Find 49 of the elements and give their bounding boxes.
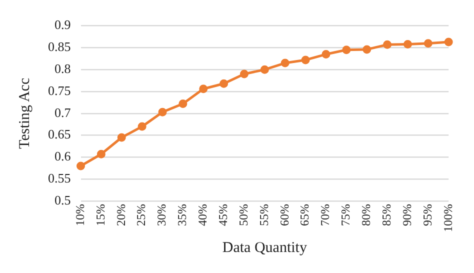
x-tick-label: 45% xyxy=(216,204,230,226)
x-tick-label: 20% xyxy=(114,204,128,226)
point xyxy=(178,100,188,108)
x-tick-label: 70% xyxy=(318,204,332,226)
point xyxy=(199,84,208,94)
y-tick-label: 0.75 xyxy=(48,82,71,98)
point xyxy=(240,70,248,78)
point xyxy=(444,38,453,46)
y-tick-label: 0.6 xyxy=(54,148,72,164)
x-tick-label: 35% xyxy=(175,204,190,226)
x-tick-label: 65% xyxy=(298,204,312,226)
point xyxy=(362,45,372,54)
point xyxy=(117,133,126,142)
point xyxy=(280,58,290,68)
x-tick-label: 100% xyxy=(440,204,455,232)
x-tick-label: 15% xyxy=(93,204,108,226)
point xyxy=(424,39,432,48)
y-axis-title: Testing Acc xyxy=(16,78,33,149)
x-tick-label: 90% xyxy=(400,204,414,226)
point xyxy=(322,50,330,59)
x-tick-label: 50% xyxy=(236,204,250,226)
x-axis-title: Data Quantity xyxy=(222,240,308,256)
point xyxy=(342,46,351,54)
x-tick-label: 80% xyxy=(359,204,374,226)
point xyxy=(76,162,85,170)
y-tick-label: 0.5 xyxy=(54,192,71,208)
y-tick-label: 0.65 xyxy=(48,126,71,142)
x-tick-label: 95% xyxy=(420,204,434,226)
point xyxy=(96,150,106,158)
point xyxy=(403,40,412,48)
y-tick-label: 0.7 xyxy=(54,104,72,120)
y-tick-label: 0.9 xyxy=(54,17,71,32)
x-tick-label: 30% xyxy=(154,204,169,226)
y-tick-label: 0.55 xyxy=(48,170,71,186)
y-tick-label: 0.85 xyxy=(48,39,71,54)
x-tick-label: 75% xyxy=(338,204,353,226)
x-tick-label: 40% xyxy=(196,204,210,226)
x-tick-label: 10% xyxy=(72,204,87,226)
point xyxy=(260,65,269,74)
x-tick-label: 85% xyxy=(379,204,394,226)
y-tick-label: 0.8 xyxy=(54,61,71,76)
x-tick-label: 60% xyxy=(277,204,292,226)
point xyxy=(383,40,392,49)
x-tick-label: 55% xyxy=(256,204,271,226)
point xyxy=(158,108,167,116)
x-tick-label: 25% xyxy=(134,204,148,226)
point xyxy=(220,79,228,88)
point xyxy=(301,56,310,64)
point xyxy=(138,122,146,131)
